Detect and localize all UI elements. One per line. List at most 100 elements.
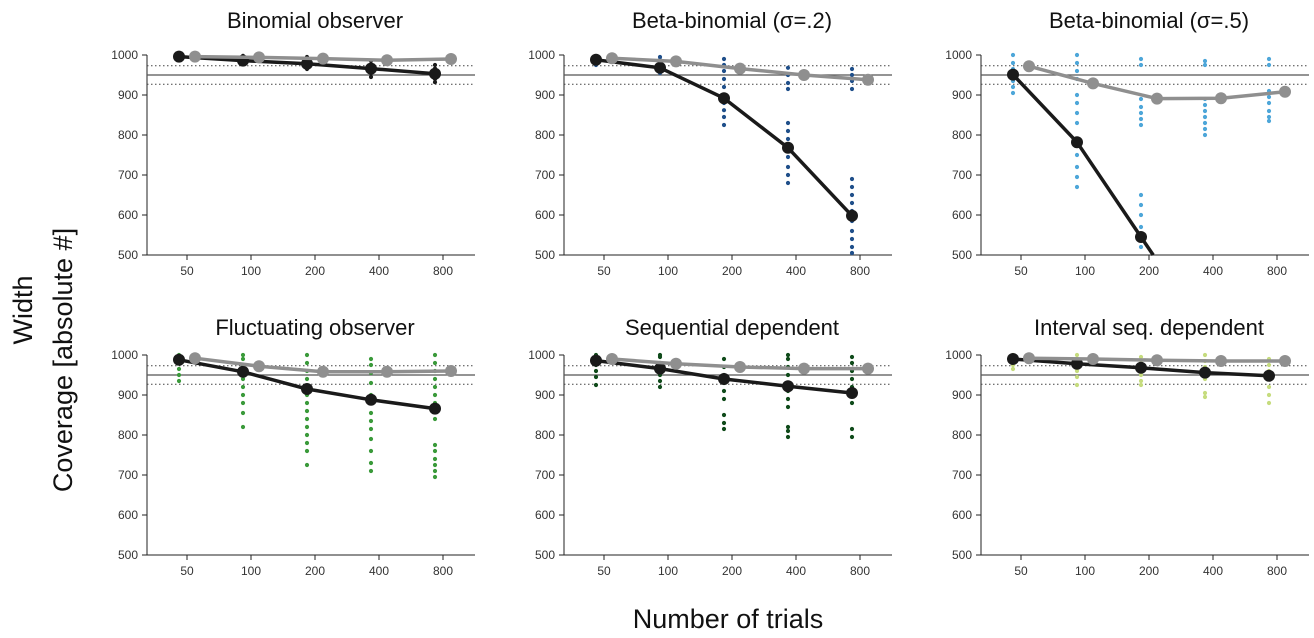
scatter-point: [1138, 116, 1144, 122]
x-tick-label: 800: [433, 564, 453, 578]
series-point-2: [1023, 352, 1035, 365]
scatter-point: [368, 410, 374, 416]
y-tick-label: 900: [535, 88, 555, 102]
scatter-point: [785, 80, 791, 86]
scatter-point: [1138, 378, 1144, 384]
scatter-point: [785, 180, 791, 186]
scatter-point: [432, 468, 438, 474]
scatter-point: [849, 360, 855, 366]
panel-title: Binomial observer: [227, 8, 403, 33]
x-tick-label: 800: [850, 264, 870, 278]
series-point-2: [670, 55, 682, 68]
series-point-1: [1007, 68, 1019, 81]
scatter-point: [1138, 354, 1144, 360]
scatter-point: [368, 448, 374, 454]
scatter-point: [240, 352, 246, 358]
scatter-point: [432, 384, 438, 390]
scatter-point: [1138, 224, 1144, 230]
scatter-point: [240, 410, 246, 416]
scatter-point: [176, 372, 182, 378]
y-tick-label: 900: [952, 88, 972, 102]
scatter-point: [1266, 392, 1272, 398]
scatter-point: [785, 65, 791, 70]
scatter-point: [304, 416, 310, 422]
scatter-point: [1074, 164, 1080, 170]
scatter-point: [849, 228, 855, 234]
scatter-point: [240, 384, 246, 390]
scatter-point: [657, 54, 663, 60]
x-tick-label: 200: [1139, 264, 1159, 278]
panel-3: Beta-binomial (σ=.5) 500 600 700 800 900 1000 5…: [945, 8, 1309, 278]
scatter-point: [849, 250, 855, 256]
series-line-1: [595, 58, 854, 217]
series-point-2: [445, 53, 457, 65]
scatter-point: [721, 76, 727, 82]
x-tick-label: 200: [722, 564, 742, 578]
y-tick-label: 800: [952, 128, 972, 142]
scatter-point: [721, 388, 727, 394]
scatter-point: [1266, 118, 1272, 124]
scatter-point: [368, 426, 374, 432]
x-tick-label: 50: [597, 564, 611, 578]
y-tick-label: 800: [952, 428, 972, 442]
scatter-point: [1010, 60, 1016, 66]
y-tick-label: 1000: [945, 48, 972, 62]
series-point-1: [1007, 353, 1019, 365]
x-tick-label: 50: [180, 264, 194, 278]
scatter-point: [432, 392, 438, 398]
scatter-point: [849, 184, 855, 190]
scatter-point: [1138, 96, 1144, 102]
panel-title: Fluctuating observer: [215, 315, 414, 340]
scatter-point: [1074, 374, 1080, 380]
y-tick-label: 1000: [945, 348, 972, 362]
scatter-point: [368, 74, 374, 80]
y-tick-label: 700: [118, 168, 138, 182]
scatter-point: [1138, 192, 1144, 198]
x-tick-label: 800: [1267, 264, 1287, 278]
scatter-point: [1202, 58, 1208, 64]
y-axis-label-outer: Width: [8, 275, 38, 344]
series-point-2: [1151, 92, 1163, 105]
scatter-point: [593, 368, 599, 374]
scatter-point: [1266, 400, 1272, 406]
series-point-2: [189, 50, 201, 63]
scatter-point: [304, 408, 310, 414]
scatter-point: [657, 352, 663, 358]
scatter-point: [1138, 104, 1144, 110]
scatter-point: [1138, 372, 1144, 378]
scatter-point: [721, 108, 727, 113]
scatter-point: [432, 62, 438, 68]
series-point-2: [381, 54, 393, 67]
series-point-2: [1023, 60, 1035, 73]
scatter-point: [432, 442, 438, 448]
scatter-point: [1138, 122, 1144, 128]
scatter-point: [785, 164, 791, 170]
scatter-point: [1074, 110, 1080, 116]
scatter-point: [849, 72, 855, 78]
scatter-point: [1202, 120, 1208, 126]
y-tick-label: 500: [952, 548, 972, 562]
series-point-1: [654, 362, 666, 375]
scatter-point: [1074, 68, 1080, 74]
scatter-point: [1266, 384, 1272, 390]
series-point-1: [429, 402, 441, 415]
series-point-1: [301, 57, 313, 70]
scatter-point: [1010, 52, 1016, 58]
scatter-point: [1074, 352, 1080, 358]
series-point-1: [365, 62, 377, 75]
panel-title: Interval seq. dependent: [1034, 315, 1264, 340]
series-point-1: [590, 53, 602, 66]
scatter-point: [304, 432, 310, 438]
scatter-point: [785, 154, 791, 160]
scatter-point: [432, 376, 438, 382]
scatter-point: [240, 392, 246, 398]
scatter-point: [849, 236, 855, 242]
scatter-point: [1138, 110, 1144, 116]
scatter-point: [432, 448, 438, 454]
y-tick-label: 900: [952, 388, 972, 402]
scatter-point: [785, 172, 791, 178]
scatter-point: [1074, 92, 1080, 98]
y-tick-label: 800: [535, 428, 555, 442]
y-tick-label: 1000: [111, 348, 138, 362]
